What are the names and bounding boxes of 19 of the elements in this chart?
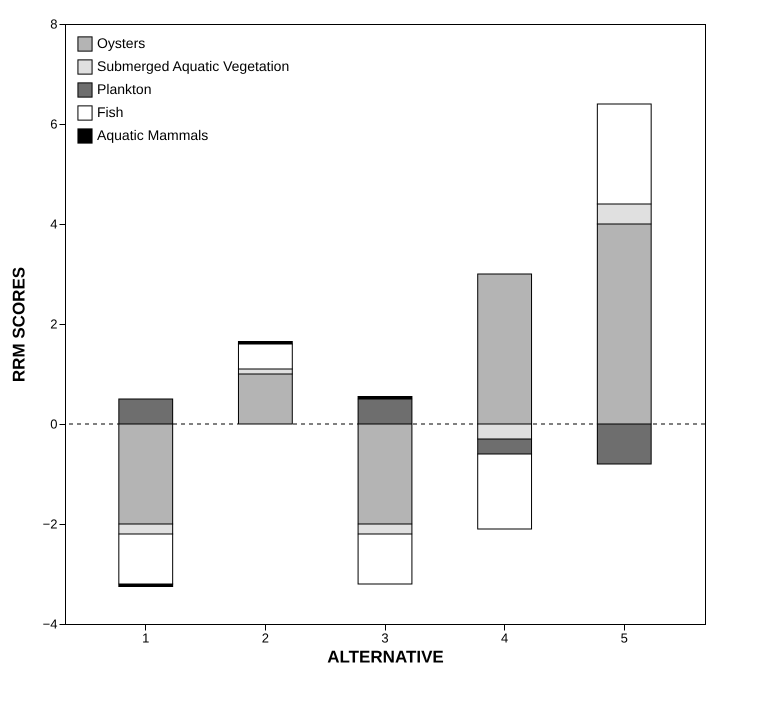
- legend-label: Submerged Aquatic Vegetation: [97, 58, 290, 74]
- legend-label: Oysters: [97, 35, 146, 51]
- x-tick-label: 3: [381, 630, 389, 646]
- x-tick-label: 5: [620, 630, 628, 646]
- x-tick-label: 1: [142, 630, 150, 646]
- y-tick-label: −4: [42, 616, 58, 632]
- y-tick-label: −2: [42, 516, 58, 532]
- legend-label: Fish: [97, 104, 124, 120]
- y-tick-label: 4: [50, 216, 58, 232]
- x-tick-label: 4: [501, 630, 508, 646]
- y-axis-title: RRM SCORES: [10, 266, 29, 382]
- y-tick-label: 2: [50, 316, 58, 332]
- y-tick-label: 8: [50, 16, 58, 32]
- y-tick-label: 0: [50, 416, 58, 432]
- legend-label: Aquatic Mammals: [97, 127, 208, 143]
- x-tick-label: 2: [262, 630, 269, 646]
- legend-label: Plankton: [97, 81, 152, 97]
- x-axis-title: ALTERNATIVE: [327, 648, 444, 666]
- y-tick-label: 6: [50, 116, 58, 132]
